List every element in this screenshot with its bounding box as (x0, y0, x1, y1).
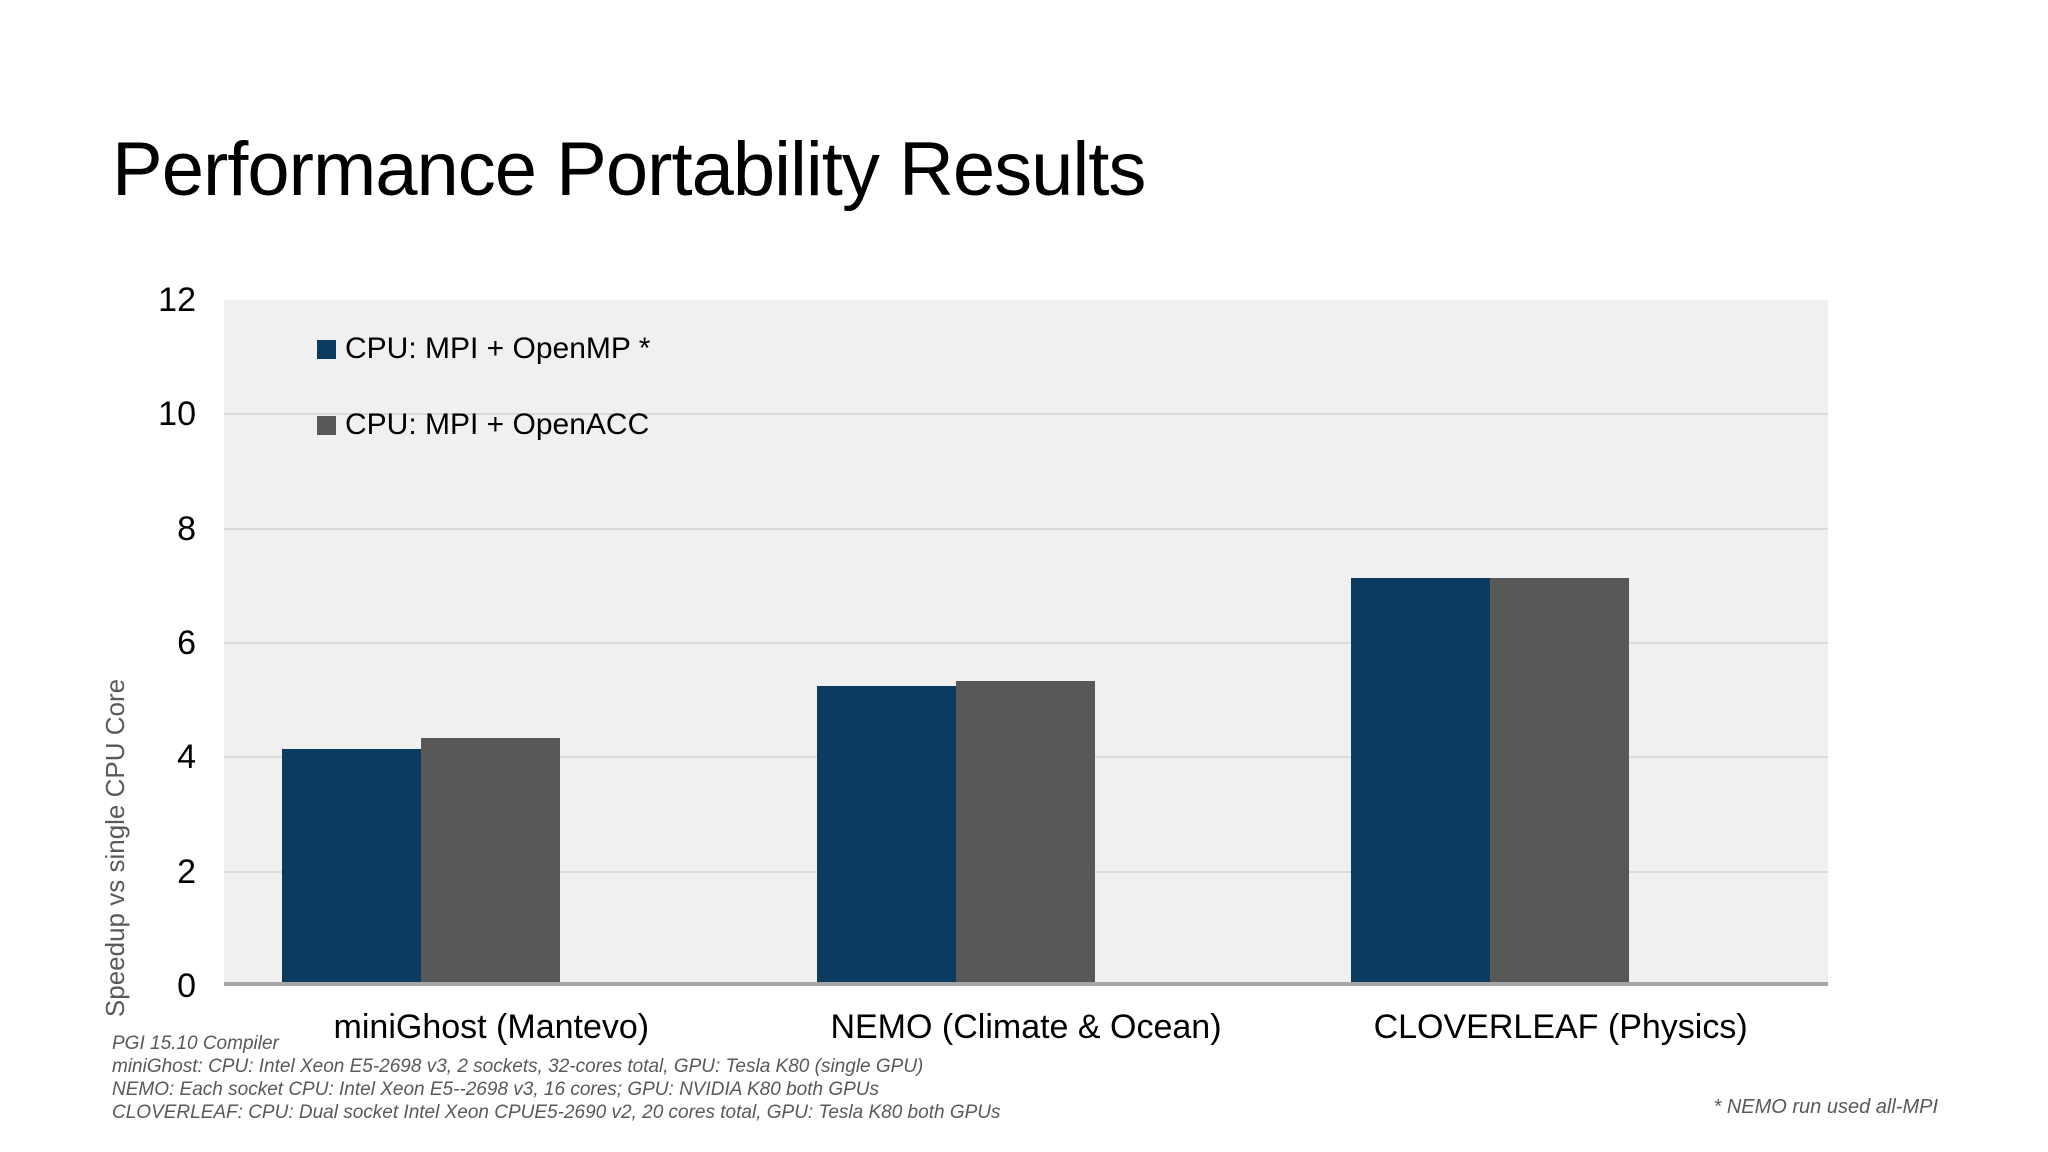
bar-cpu-mpi-openacc-1 (955, 681, 1095, 982)
y-tick-4: 4 (177, 738, 196, 777)
y-tick-10: 10 (158, 395, 196, 434)
gridline-6 (224, 642, 1828, 644)
footnote-line-0: PGI 15.10 Compiler (112, 1033, 279, 1054)
bar-cpu-mpi-openacc-2 (1490, 578, 1630, 982)
bar-cpu-mpi-openacc-0 (421, 738, 560, 982)
footnote-right: * NEMO run used all-MPI (1713, 1096, 1938, 1118)
legend-label-1: CPU: MPI + OpenACC (345, 408, 650, 441)
chart-legend: CPU: MPI + OpenMP * CPU: MPI + OpenACC (317, 330, 650, 482)
x-label-1: NEMO (Climate & Ocean) (830, 1008, 1222, 1046)
legend-swatch-0 (317, 339, 336, 359)
y-tick-8: 8 (177, 509, 196, 548)
gridline-10 (224, 413, 1828, 416)
y-axis-title: Speedup vs single CPU Core (100, 678, 130, 1018)
legend-item-1: CPU: MPI + OpenACC (317, 406, 650, 444)
bar-cpu-mpi-openmp--0 (282, 749, 421, 982)
bar-cpu-mpi-openmp--1 (816, 686, 956, 982)
x-label-0: miniGhost (Mantevo) (333, 1008, 650, 1046)
y-tick-0: 0 (177, 967, 196, 1005)
footnote-line-3: CLOVERLEAF: CPU: Dual socket Intel Xeon … (112, 1102, 1001, 1123)
y-tick-2: 2 (177, 852, 196, 891)
legend-swatch-1 (317, 415, 336, 435)
x-axis-line (224, 982, 1828, 986)
page-title: Performance Portability Results (112, 127, 1146, 212)
footnotes-block: PGI 15.10 Compiler miniGhost: CPU: Intel … (112, 1032, 1001, 1124)
y-tick-6: 6 (177, 624, 196, 662)
chart-plot-area: CPU: MPI + OpenMP * CPU: MPI + OpenACC (224, 300, 1828, 986)
x-axis-labels: miniGhost (Mantevo) NEMO (Climate & Ocean… (224, 1008, 1828, 1047)
legend-label-0: CPU: MPI + OpenMP * (345, 332, 651, 365)
footnote-line-2: NEMO: Each socket CPU: Intel Xeon E5--26… (112, 1079, 880, 1100)
y-tick-12: 12 (158, 281, 196, 319)
legend-item-0: CPU: MPI + OpenMP * (317, 330, 650, 368)
gridline-8 (224, 527, 1828, 530)
bar-cpu-mpi-openmp--2 (1351, 578, 1491, 982)
x-label-2: CLOVERLEAF (Physics) (1373, 1008, 1748, 1046)
footnote-line-1: miniGhost: CPU: Intel Xeon E5-2698 v3, 2… (112, 1056, 924, 1077)
